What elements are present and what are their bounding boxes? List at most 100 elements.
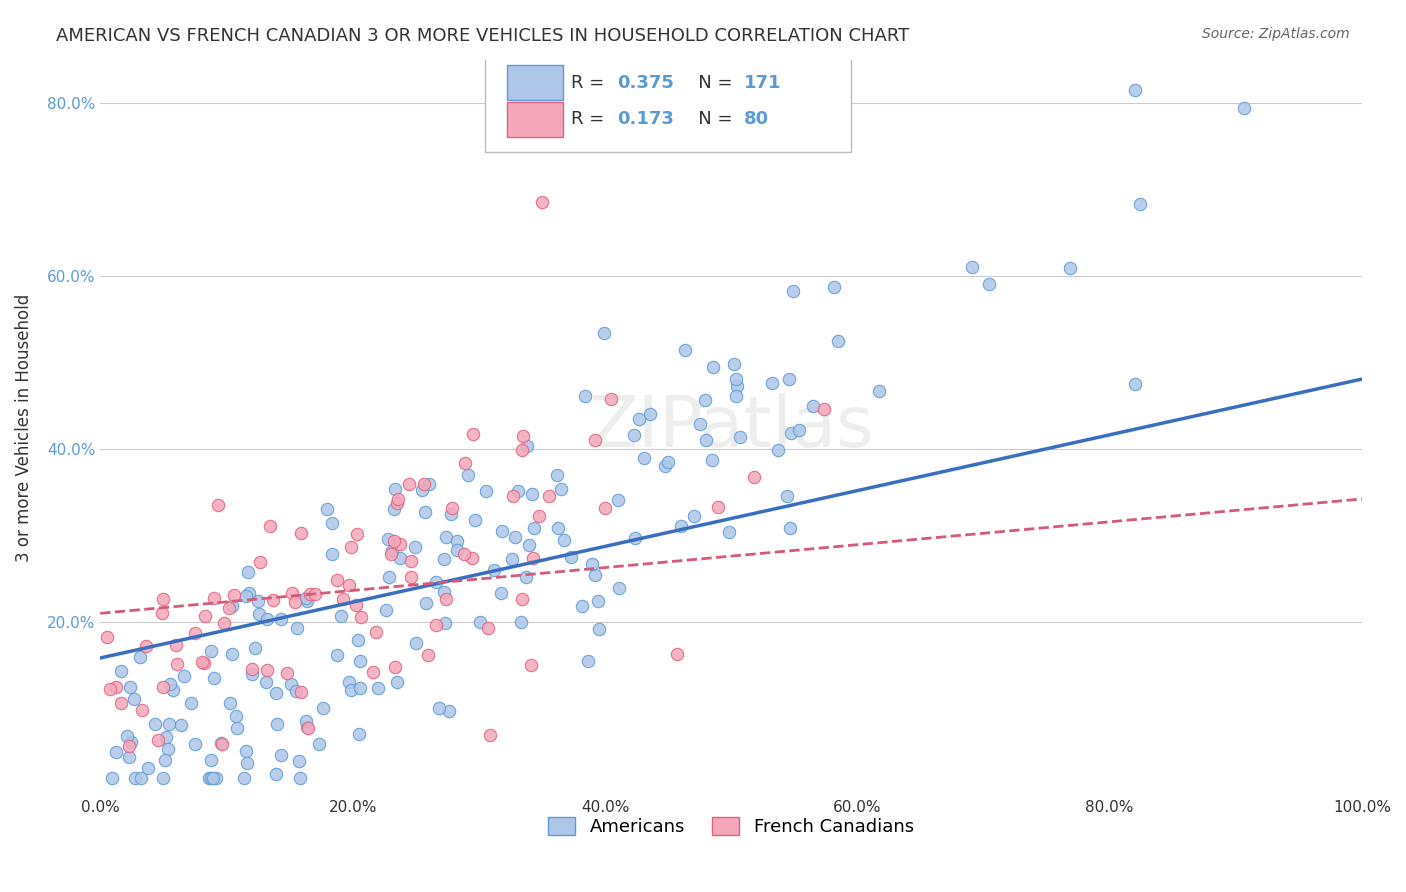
Point: [623, 531, 645, 545]
Point: [787, 423, 810, 437]
Point: [425, 617, 447, 632]
Point: [180, 696, 202, 710]
Point: [337, 578, 360, 592]
Point: [259, 519, 281, 533]
Point: [463, 426, 485, 441]
Point: [290, 771, 312, 785]
Point: [321, 516, 343, 531]
Point: [159, 676, 181, 690]
Point: [209, 736, 232, 750]
Point: [607, 581, 630, 595]
Point: [502, 489, 524, 503]
Point: [101, 771, 124, 785]
Point: [129, 771, 152, 785]
Point: [695, 434, 717, 448]
Point: [433, 552, 456, 566]
Point: [326, 648, 349, 662]
Point: [256, 612, 278, 626]
Point: [98, 682, 121, 697]
Point: [120, 680, 142, 694]
Point: [388, 551, 411, 566]
Point: [633, 451, 655, 466]
Point: [270, 611, 292, 625]
Point: [219, 696, 242, 710]
Point: [136, 761, 159, 775]
Point: [761, 376, 783, 390]
Point: [236, 756, 259, 770]
Point: [723, 357, 745, 371]
Point: [550, 483, 572, 497]
Point: [270, 748, 292, 763]
Point: [166, 657, 188, 672]
Point: [827, 334, 849, 348]
Point: [607, 493, 630, 508]
Point: [105, 680, 128, 694]
Point: [530, 195, 553, 210]
Point: [235, 744, 257, 758]
Point: [405, 636, 427, 650]
Point: [477, 621, 499, 635]
Point: [207, 498, 229, 512]
Point: [205, 771, 228, 785]
Point: [454, 456, 477, 470]
Point: [523, 521, 546, 535]
FancyBboxPatch shape: [485, 53, 851, 152]
Point: [960, 260, 983, 274]
Point: [202, 591, 225, 606]
Point: [285, 621, 308, 635]
Point: [437, 704, 460, 718]
Point: [249, 555, 271, 569]
Point: [510, 615, 533, 629]
Point: [321, 547, 343, 561]
Point: [374, 602, 396, 616]
Point: [468, 615, 491, 630]
Point: [1233, 101, 1256, 115]
Point: [194, 609, 217, 624]
Point: [224, 588, 246, 602]
Point: [330, 609, 353, 624]
Point: [218, 600, 240, 615]
Point: [316, 502, 339, 516]
Point: [256, 663, 278, 677]
Point: [246, 594, 269, 608]
Point: [461, 551, 484, 566]
Point: [387, 491, 409, 506]
Point: [728, 430, 751, 444]
Point: [337, 675, 360, 690]
Point: [152, 771, 174, 785]
Point: [669, 518, 692, 533]
Point: [152, 681, 174, 695]
Text: Source: ZipAtlas.com: Source: ZipAtlas.com: [1202, 27, 1350, 41]
Point: [702, 359, 724, 374]
Point: [725, 379, 748, 393]
Point: [382, 502, 405, 516]
Point: [413, 505, 436, 519]
Text: 0.375: 0.375: [617, 74, 675, 92]
Point: [387, 496, 409, 510]
Point: [707, 500, 730, 515]
Point: [434, 591, 457, 606]
Point: [506, 484, 529, 499]
Point: [135, 639, 157, 653]
Point: [440, 507, 463, 521]
Point: [190, 655, 212, 669]
Legend: Americans, French Canadians: Americans, French Canadians: [540, 808, 922, 846]
FancyBboxPatch shape: [506, 102, 564, 136]
Point: [366, 624, 388, 639]
Point: [128, 650, 150, 665]
Point: [146, 733, 169, 747]
Point: [266, 767, 288, 781]
Point: [312, 700, 335, 714]
Point: [347, 727, 370, 741]
Text: ZIPatlas: ZIPatlas: [588, 393, 875, 462]
Point: [425, 575, 447, 590]
Point: [254, 675, 277, 690]
Point: [779, 521, 801, 535]
Point: [381, 544, 404, 558]
Point: [453, 547, 475, 561]
Point: [266, 717, 288, 731]
Point: [433, 584, 456, 599]
Point: [240, 662, 263, 676]
Text: R =: R =: [571, 74, 610, 92]
Point: [399, 554, 422, 568]
